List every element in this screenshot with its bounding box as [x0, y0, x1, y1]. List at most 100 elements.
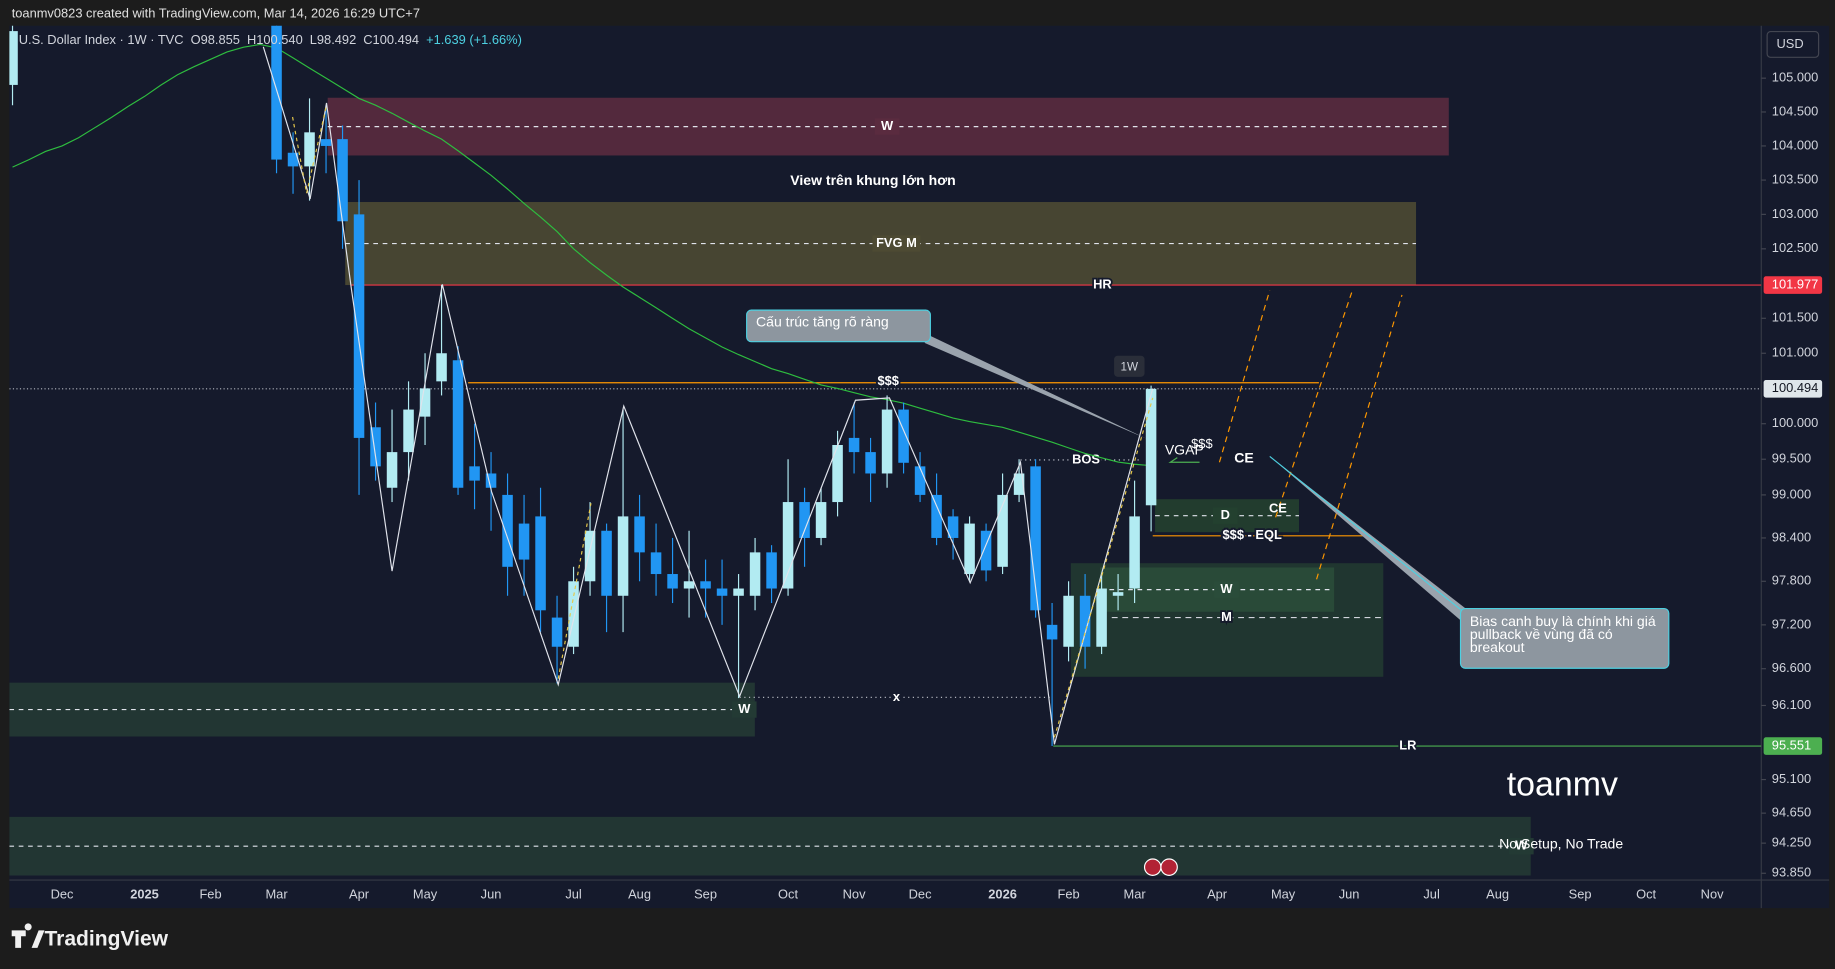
- x-tick-label: Aug: [628, 887, 651, 902]
- candle-body: [436, 353, 447, 382]
- candle-body: [1096, 588, 1107, 647]
- y-tick-label: 99.500: [1772, 451, 1811, 466]
- candle-body: [1112, 592, 1124, 596]
- x-tick-label: Apr: [1207, 887, 1228, 902]
- label-bg: [1212, 507, 1238, 524]
- x-tick-label: Dec: [909, 887, 932, 902]
- note: 1W: [1121, 361, 1139, 374]
- level-label: x: [893, 689, 901, 704]
- callout-text: Cấu trúc tăng rõ ràng: [756, 315, 889, 331]
- label-bg: [874, 118, 900, 135]
- y-tick-label: 94.250: [1772, 835, 1811, 850]
- candle-body: [304, 132, 315, 167]
- candle-body: [337, 139, 348, 222]
- candle-body: [1145, 388, 1157, 506]
- x-tick-label: Oct: [778, 887, 798, 902]
- candle-body: [782, 502, 794, 589]
- x-tick-label: Jul: [565, 887, 581, 902]
- zone-label: W: [738, 701, 751, 716]
- swing-line: [557, 503, 592, 679]
- y-tick-label: 94.650: [1772, 805, 1811, 820]
- callout: Bias canh buy là chính khi giá pullback …: [1469, 615, 1656, 656]
- y-tick-label: 105.000: [1772, 70, 1818, 85]
- x-tick-label: 2025: [130, 887, 159, 902]
- y-tick-label: 100.000: [1772, 415, 1818, 430]
- candle-body: [1013, 473, 1025, 495]
- swing-line: [1053, 397, 1154, 738]
- x-tick-label: Dec: [51, 887, 74, 902]
- structure-zigzag: [262, 46, 1154, 745]
- candle-body: [419, 388, 431, 417]
- x-tick-label: Oct: [1636, 887, 1656, 902]
- callout-tail: [1269, 456, 1469, 621]
- candle-body: [848, 437, 860, 453]
- event-icon: [1143, 858, 1162, 876]
- candle-body: [716, 588, 728, 596]
- candle-body: [749, 552, 761, 596]
- candle-body: [617, 516, 629, 596]
- candle-body: [1129, 516, 1140, 589]
- candle-body: [980, 530, 992, 571]
- x-tick-label: Mar: [1124, 887, 1147, 902]
- label-bg: [732, 701, 757, 718]
- level-label: LR: [1399, 737, 1417, 752]
- candle-body: [320, 139, 332, 146]
- projection: [1275, 292, 1353, 518]
- zone-label: W: [1220, 581, 1233, 596]
- y-tick-label: 98.400: [1772, 529, 1811, 544]
- x-tick-label: Apr: [349, 887, 370, 902]
- candle-body: [997, 494, 1008, 567]
- x-tick-label: Jun: [481, 887, 502, 902]
- note: toanmv: [1507, 765, 1618, 803]
- y-tick-label: 101.500: [1772, 310, 1818, 325]
- y-tick-label: 104.500: [1772, 103, 1818, 118]
- price-tag-label: 95.551: [1772, 737, 1811, 752]
- label-bg: [1214, 581, 1239, 598]
- candle-body: [403, 409, 414, 453]
- y-tick-label: 93.850: [1772, 865, 1811, 880]
- x-tick-label: Jun: [1339, 887, 1360, 902]
- zone-label: D: [1221, 507, 1230, 522]
- callout-box: [1459, 607, 1670, 669]
- y-tick-label: 102.500: [1772, 240, 1818, 255]
- legend-item: +1.639 (+1.66%): [426, 32, 522, 47]
- note: View trên khung lớn hơn: [790, 172, 955, 188]
- candle-body: [1063, 595, 1074, 647]
- callout-line: [1269, 455, 1466, 614]
- callout-text: Bias canh buy là chính khi giá pullback …: [1469, 615, 1656, 656]
- header: toanmv0823 created with TradingView.com,…: [12, 5, 420, 20]
- swing-line: [291, 105, 328, 194]
- zone: [9, 682, 755, 737]
- candle-body: [601, 530, 612, 596]
- price-tag-label: 100.494: [1772, 380, 1818, 395]
- candle-body: [832, 445, 843, 503]
- x-tick-label: Mar: [265, 887, 288, 902]
- logo-icon: [11, 923, 45, 948]
- candle-body: [799, 502, 810, 538]
- level-label: $$$: [878, 373, 899, 388]
- candle-body: [815, 502, 827, 538]
- callout-box: [746, 309, 931, 343]
- x-tick-label: Sep: [1569, 887, 1592, 902]
- x-tick-label: Aug: [1486, 887, 1509, 902]
- x-tick-label: May: [1271, 887, 1296, 902]
- candle-body: [1079, 595, 1091, 647]
- x-tick-label: Feb: [1057, 887, 1079, 902]
- currency-box: [1766, 31, 1820, 58]
- candle-body: [370, 427, 381, 467]
- note: CE: [1269, 500, 1287, 515]
- candle-body: [964, 523, 975, 575]
- zone-label: FVG M: [876, 235, 917, 250]
- y-tick-label: 99.000: [1772, 486, 1811, 501]
- candle-body: [881, 409, 893, 474]
- note: $$$: [1191, 436, 1212, 451]
- y-tick-label: 97.200: [1772, 616, 1811, 631]
- projection: [1218, 290, 1271, 463]
- candle-body: [914, 466, 926, 495]
- candle-body: [485, 473, 497, 488]
- legend: U.S. Dollar Index · 1W · TVC O98.855 H100.…: [19, 32, 522, 47]
- projection: [1316, 294, 1403, 580]
- candle-body: [551, 617, 563, 647]
- candle-body: [287, 152, 299, 167]
- candle-body: [766, 552, 777, 589]
